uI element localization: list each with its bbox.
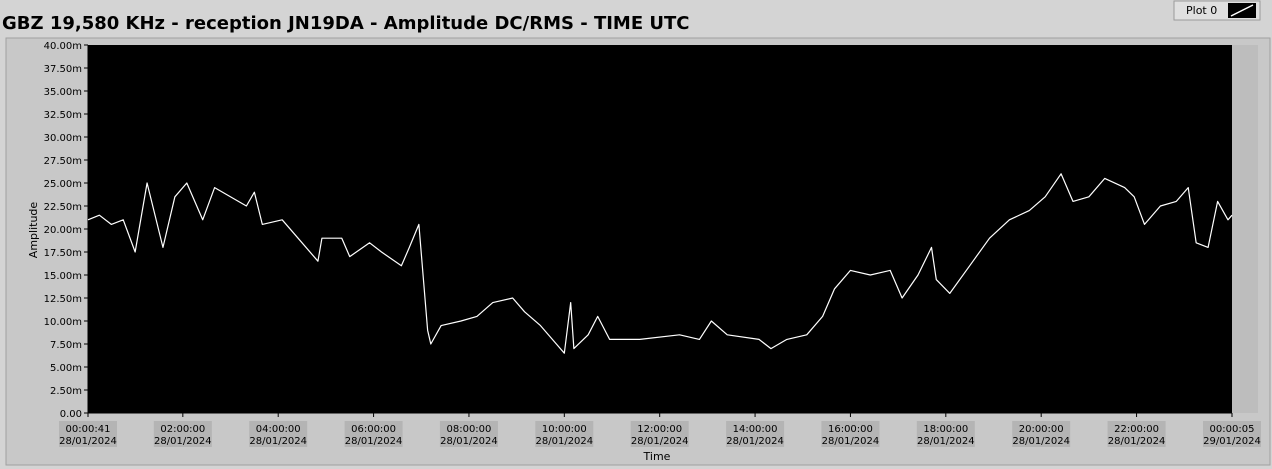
- x-tick-label: 28/01/2024: [1108, 436, 1166, 447]
- x-tick-label-bg: [916, 421, 975, 447]
- y-tick-label: 2.50m: [50, 386, 82, 397]
- y-tick-label: 30.00m: [44, 133, 82, 144]
- x-tick-label: 14:00:00: [733, 424, 778, 435]
- x-tick-label: 28/01/2024: [917, 436, 975, 447]
- x-tick-label-bg: [59, 421, 117, 447]
- y-tick-label: 5.00m: [50, 363, 82, 374]
- x-tick-label-bg: [344, 421, 403, 447]
- y-tick-label: 7.50m: [50, 340, 82, 351]
- line-series: [87, 173, 1233, 354]
- x-tick-label: 20:00:00: [1019, 424, 1064, 435]
- x-tick-label-bg: [1012, 421, 1071, 447]
- plot-area: [88, 45, 1232, 413]
- x-tick-label-bg: [535, 421, 594, 447]
- legend-label: Plot 0: [1186, 4, 1217, 17]
- x-tick-label: 28/01/2024: [440, 436, 498, 447]
- y-axis-label: Amplitude: [27, 202, 40, 259]
- y-tick-label: 25.00m: [44, 179, 82, 190]
- x-tick-label: 10:00:00: [542, 424, 587, 435]
- x-tick-label: 28/01/2024: [345, 436, 403, 447]
- legend-line: [1230, 4, 1254, 17]
- y-tick-label: 0.00: [60, 409, 82, 420]
- y-tick-label: 40.00m: [44, 41, 82, 52]
- y-tick-label: 32.50m: [44, 110, 82, 121]
- x-tick-label-bg: [249, 421, 308, 447]
- x-tick-label: 28/01/2024: [822, 436, 880, 447]
- y-tick-label: 22.50m: [44, 202, 82, 213]
- x-tick-label: 08:00:00: [446, 424, 491, 435]
- x-axis-label: Time: [643, 450, 671, 463]
- y-tick-label: 10.00m: [44, 317, 82, 328]
- x-tick-label: 04:00:00: [256, 424, 301, 435]
- x-tick-label-bg: [630, 421, 689, 447]
- y-tick-label: 37.50m: [44, 64, 82, 75]
- x-tick-label: 28/01/2024: [249, 436, 307, 447]
- y-tick-label: 27.50m: [44, 156, 82, 167]
- y-tick-label: 17.50m: [44, 248, 82, 259]
- x-tick-label-bg: [821, 421, 880, 447]
- chart-title: GBZ 19,580 KHz - reception JN19DA - Ampl…: [2, 13, 690, 34]
- x-tick-label: 28/01/2024: [1012, 436, 1070, 447]
- x-tick-label: 28/01/2024: [631, 436, 689, 447]
- x-tick-label-bg: [726, 421, 785, 447]
- x-tick-label: 28/01/2024: [154, 436, 212, 447]
- y-tick-label: 15.00m: [44, 271, 82, 282]
- y-tick-label: 20.00m: [44, 225, 82, 236]
- x-tick-label-bg: [439, 421, 498, 447]
- x-tick-label: 00:00:41: [66, 424, 111, 435]
- x-tick-label: 00:00:05: [1210, 424, 1255, 435]
- x-tick-label-bg: [1107, 421, 1166, 447]
- side-panel: [1232, 45, 1258, 413]
- x-tick-label: 02:00:00: [160, 424, 205, 435]
- x-tick-label: 12:00:00: [637, 424, 682, 435]
- x-tick-label: 22:00:00: [1114, 424, 1159, 435]
- x-tick-label: 28/01/2024: [536, 436, 594, 447]
- x-tick-label: 16:00:00: [828, 424, 873, 435]
- x-tick-label: 18:00:00: [923, 424, 968, 435]
- x-tick-label: 06:00:00: [351, 424, 396, 435]
- x-tick-label-bg: [1203, 421, 1261, 447]
- y-tick-label: 12.50m: [44, 294, 82, 305]
- y-tick-label: 35.00m: [44, 87, 82, 98]
- x-tick-label: 29/01/2024: [1203, 436, 1261, 447]
- x-tick-label: 28/01/2024: [59, 436, 117, 447]
- x-tick-label-bg: [153, 421, 212, 447]
- x-tick-label: 28/01/2024: [726, 436, 784, 447]
